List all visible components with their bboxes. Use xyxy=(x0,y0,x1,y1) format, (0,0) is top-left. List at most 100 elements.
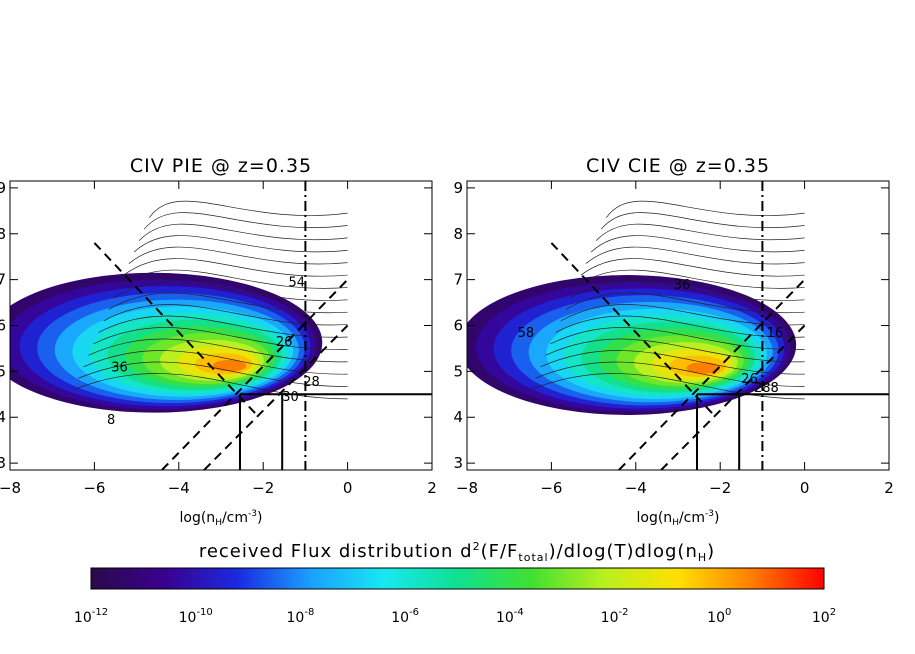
colorbar-tick-label: 10-8 xyxy=(287,607,315,626)
contour-label: 16 xyxy=(767,326,784,341)
colorbar-tick-label: 10-4 xyxy=(496,607,524,626)
colorbar-gradient xyxy=(90,567,825,590)
colorbar-tick-label: 102 xyxy=(812,607,836,626)
contour-label: 8 xyxy=(107,413,115,428)
contour-line xyxy=(605,200,805,218)
x-tick-label: −4 xyxy=(625,479,647,497)
x-tick-label: −8 xyxy=(456,479,478,497)
x-tick-label: −6 xyxy=(540,479,562,497)
x-tick-label: −2 xyxy=(252,479,274,497)
contour-line xyxy=(103,304,348,326)
dashed-line xyxy=(660,324,806,470)
colorbar-tick-label: 10-6 xyxy=(391,607,419,626)
contour-line xyxy=(88,338,348,363)
overlay-lines xyxy=(93,181,432,470)
contour-lines xyxy=(73,200,348,400)
y-tick-label: 4 xyxy=(453,408,463,426)
y-tick-label: 7 xyxy=(0,271,6,289)
x-tick-label: −6 xyxy=(83,479,105,497)
panel-title-cie: CIV CIE @ z=0.35 xyxy=(586,155,770,177)
contour-line xyxy=(108,292,348,314)
contour-line xyxy=(93,327,348,350)
density-layer xyxy=(686,362,721,374)
contour-line xyxy=(73,373,348,400)
contour-line xyxy=(575,269,805,289)
colorbar-tick-label: 100 xyxy=(707,607,731,626)
y-tick-label: 4 xyxy=(0,408,6,426)
contour-line xyxy=(133,235,348,253)
contour-line xyxy=(580,258,805,277)
contour-line xyxy=(565,292,805,314)
x-tick-label: 2 xyxy=(427,479,437,497)
x-tick-label: −2 xyxy=(709,479,731,497)
contour-line xyxy=(128,246,348,265)
contour-line xyxy=(540,350,805,375)
contour-label: 30 xyxy=(282,390,299,405)
y-tick-label: 9 xyxy=(453,179,463,197)
contour-label: 28 xyxy=(303,375,320,390)
contour-line xyxy=(113,281,348,301)
x-tick-label: −4 xyxy=(168,479,190,497)
y-tick-label: 9 xyxy=(0,179,6,197)
panel-title-pie: CIV PIE @ z=0.35 xyxy=(130,155,312,177)
contour-line xyxy=(98,315,348,338)
contour-line xyxy=(530,373,805,400)
dashed-line xyxy=(203,324,349,470)
contour-line xyxy=(83,350,348,375)
contour-label: 58 xyxy=(518,326,535,341)
contour-label: 26 xyxy=(276,335,293,350)
contour-lines xyxy=(530,200,805,400)
x-tick-label: 0 xyxy=(343,479,353,497)
dashed-line xyxy=(550,242,717,418)
contour-label: 36 xyxy=(111,360,128,375)
x-axis-label-pie: log(nH/cm-3) xyxy=(180,509,263,528)
contour-line xyxy=(545,338,805,363)
y-tick-label: 8 xyxy=(0,225,6,243)
density-map xyxy=(467,275,797,415)
x-tick-label: 0 xyxy=(800,479,810,497)
contour-line xyxy=(550,327,805,350)
y-tick-label: 5 xyxy=(0,362,6,380)
y-tick-label: 3 xyxy=(0,454,6,472)
plot-area-pie: 54 36 26 28 30 8 xyxy=(10,181,432,470)
y-tick-label: 5 xyxy=(453,362,463,380)
colorbar: received Flux distribution d2(F/Ftotal)/… xyxy=(74,540,836,626)
colorbar-tick-label: 10-12 xyxy=(74,607,108,626)
y-tick-label: 7 xyxy=(453,271,463,289)
axis-ticks-cie: −8 −6 −4 −2 0 2 3 4 5 6 7 8 9 xyxy=(453,179,893,497)
contour-line xyxy=(570,281,805,301)
contour-label: 54 xyxy=(289,276,306,291)
contour-label: 26 xyxy=(741,372,758,387)
y-tick-label: 8 xyxy=(453,225,463,243)
contour-line xyxy=(555,315,805,338)
contour-line xyxy=(595,223,805,241)
y-tick-label: 3 xyxy=(453,454,463,472)
colorbar-tick-label: 10-2 xyxy=(601,607,629,626)
axis-ticks-pie: −8 −6 −4 −2 0 2 3 4 5 6 7 8 9 xyxy=(0,179,437,497)
contour-line xyxy=(148,200,348,218)
contour-line xyxy=(143,212,348,230)
contour-line xyxy=(138,223,348,241)
contour-line xyxy=(590,235,805,253)
overlay-lines xyxy=(550,181,889,470)
y-tick-label: 6 xyxy=(453,317,463,335)
contour-line xyxy=(118,269,348,289)
contour-label: 288 xyxy=(754,381,779,396)
density-layer xyxy=(212,359,247,372)
colorbar-ticks: 10-12 10-10 10-8 10-6 10-4 10-2 100 102 xyxy=(74,607,836,626)
y-tick-label: 6 xyxy=(0,317,6,335)
dashed-line xyxy=(93,242,260,418)
x-tick-label: 2 xyxy=(884,479,894,497)
contour-line xyxy=(123,258,348,277)
contour-line xyxy=(560,304,805,326)
x-tick-label: −8 xyxy=(0,479,21,497)
contour-label: 36 xyxy=(674,278,691,293)
x-axis-label-cie: log(nH/cm-3) xyxy=(637,509,720,528)
colorbar-title: received Flux distribution d2(F/Ftotal)/… xyxy=(199,540,715,564)
contour-line xyxy=(600,212,805,230)
contour-line xyxy=(585,246,805,265)
